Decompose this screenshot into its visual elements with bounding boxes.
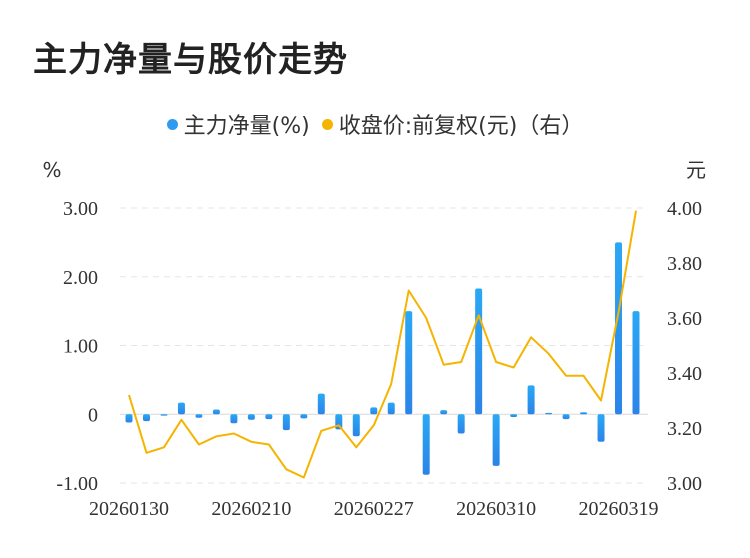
bar <box>405 311 413 415</box>
bar <box>475 288 483 415</box>
left-tick-label: 0 <box>88 404 98 426</box>
x-tick-label: 20260130 <box>89 498 169 520</box>
left-tick-label: 1.00 <box>63 336 98 358</box>
bar <box>352 414 360 437</box>
legend-marker-close-price <box>321 118 333 130</box>
legend-marker-net-volume <box>166 118 178 130</box>
right-tick-label: 3.40 <box>667 363 702 385</box>
right-axis-unit: 元 <box>686 158 706 182</box>
bar <box>527 385 535 415</box>
x-tick-label: 20260319 <box>579 498 659 520</box>
right-tick-label: 3.20 <box>667 418 702 440</box>
bar <box>422 414 430 475</box>
bar <box>387 402 395 415</box>
bar <box>545 412 553 415</box>
bar <box>632 311 640 415</box>
grid-lines <box>120 207 648 484</box>
x-tick-label: 20260227 <box>334 498 414 520</box>
bar <box>457 414 465 434</box>
bar <box>247 414 255 420</box>
legend-label-close-price: 收盘价:前复权(元)（右） <box>338 114 584 139</box>
bar <box>195 414 203 418</box>
chart-title: 主力净量与股价走势 <box>33 40 348 80</box>
x-tick-label: 20260210 <box>211 498 291 520</box>
right-tick-label: 3.80 <box>667 253 702 275</box>
bar <box>142 414 150 422</box>
left-tick-label: 3.00 <box>63 198 98 220</box>
x-tick-label: 20260310 <box>456 498 536 520</box>
bar <box>282 414 290 431</box>
bar <box>510 414 518 417</box>
right-tick-label: 3.60 <box>667 308 702 330</box>
bar <box>160 414 168 416</box>
bar <box>317 393 325 415</box>
legend-item-net-volume[interactable]: 主力净量(%) <box>166 108 310 140</box>
line-series <box>128 210 637 479</box>
legend-label-net-volume: 主力净量(%) <box>183 114 310 139</box>
bar <box>492 414 500 466</box>
left-tick-label: 2.00 <box>63 267 98 289</box>
bar <box>177 402 185 415</box>
bar-series <box>125 242 640 475</box>
bar <box>230 414 238 424</box>
bar <box>580 412 588 415</box>
bar <box>125 414 133 423</box>
bar <box>615 242 623 415</box>
left-axis-unit: % <box>42 158 61 182</box>
bar <box>440 410 448 415</box>
legend: 主力净量(%) 收盘价:前复权(元)（右） <box>0 108 750 140</box>
price-line <box>128 210 637 479</box>
left-tick-label: -1.00 <box>56 473 98 495</box>
bar <box>597 414 605 442</box>
bar <box>300 414 308 419</box>
bar <box>370 407 378 415</box>
bar <box>562 414 570 420</box>
bar <box>265 414 273 420</box>
axes: 3.00 2.00 1.00 0 -1.00 4.00 3.80 3.60 3.40 3.20 3.… <box>42 158 706 520</box>
legend-item-close-price[interactable]: 收盘价:前复权(元)（右） <box>321 108 584 140</box>
right-tick-label: 4.00 <box>667 198 702 220</box>
right-tick-label: 3.00 <box>667 473 702 495</box>
bar <box>212 409 220 415</box>
